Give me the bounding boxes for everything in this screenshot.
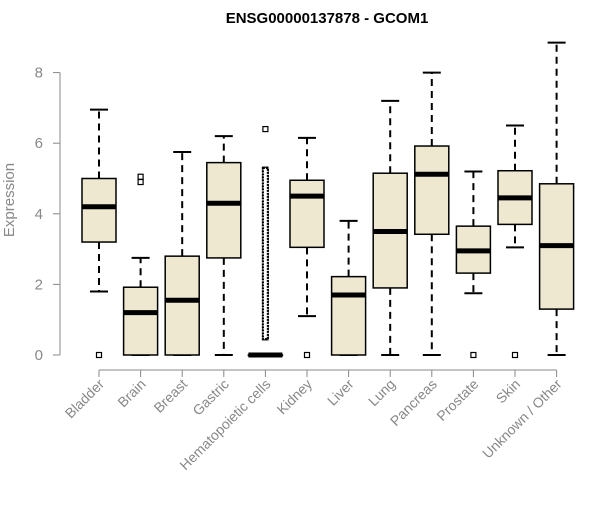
box-group — [414, 71, 450, 356]
boxes — [81, 41, 575, 359]
box-group — [330, 219, 367, 356]
box-group — [289, 136, 325, 359]
box-group — [247, 125, 284, 358]
y-ticks: 0 2 4 6 8 — [35, 65, 60, 364]
y-tick-label: 8 — [35, 65, 43, 82]
box-group — [206, 135, 242, 356]
category-label: Liver — [324, 376, 357, 409]
outlier-point — [470, 351, 477, 359]
box-group — [455, 170, 492, 359]
category-label: Unknown / Other — [479, 376, 565, 462]
box-group — [164, 151, 200, 356]
box-group — [497, 124, 533, 359]
y-tick-label: 4 — [35, 206, 43, 223]
y-tick-label: 6 — [35, 135, 43, 152]
box-iqr — [206, 161, 242, 259]
category-label: Lung — [365, 376, 398, 409]
box-group — [538, 41, 575, 356]
outlier-point — [511, 351, 519, 359]
category-label: Kidney — [274, 376, 316, 418]
box-iqr — [81, 177, 117, 243]
box-group — [122, 173, 159, 356]
y-axis-label: Expression — [1, 163, 18, 237]
outlier-point — [95, 351, 103, 359]
box-iqr — [122, 286, 159, 356]
y-tick-label: 2 — [35, 276, 43, 293]
category-label: Brain — [114, 376, 148, 410]
category-label: Skin — [493, 376, 524, 407]
box-iqr — [289, 179, 325, 249]
category-label: Prostate — [433, 376, 481, 424]
category-label: Bladder — [62, 376, 108, 422]
outlier-point — [303, 351, 311, 359]
outlier-point — [137, 178, 144, 186]
chart-title: ENSG00000137878 - GCOM1 — [226, 10, 429, 27]
category-label: Breast — [150, 376, 190, 416]
outlier-band — [261, 166, 269, 341]
outlier-point — [137, 173, 144, 180]
box-group — [372, 99, 408, 356]
box-iqr — [164, 255, 200, 356]
outlier-point — [262, 125, 269, 133]
y-tick-label: 0 — [35, 347, 43, 364]
box-iqr — [330, 275, 367, 356]
box-group — [81, 108, 117, 359]
box-iqr — [414, 145, 450, 236]
